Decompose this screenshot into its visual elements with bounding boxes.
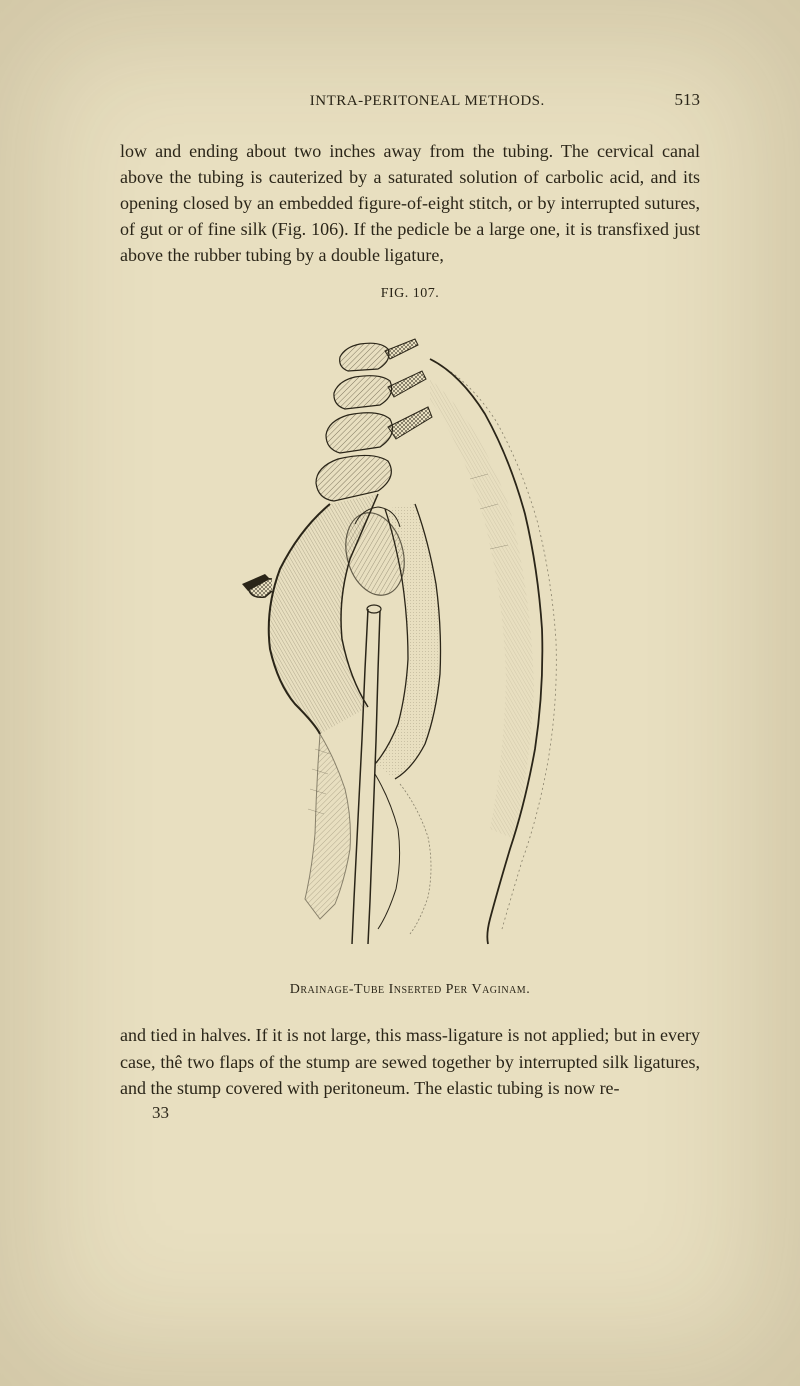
- page-signature: 33: [120, 1103, 700, 1123]
- page-header: INTRA-PERITONEAL METHODS. 513: [120, 90, 700, 110]
- paragraph-2: and tied in halves. If it is not large, …: [120, 1022, 700, 1100]
- anatomical-illustration: [220, 329, 600, 949]
- running-title: INTRA-PERITONEAL METHODS.: [120, 93, 675, 110]
- page-number: 513: [675, 90, 701, 110]
- drainage-tube: [352, 605, 381, 944]
- vertebrae-group: [316, 339, 432, 501]
- figure-label: FIG. 107.: [120, 286, 700, 302]
- uterus-body: [430, 359, 556, 944]
- figure-caption: Drainage-Tube Inserted Per Vaginam.: [120, 982, 700, 998]
- figure-container: [120, 314, 700, 964]
- paragraph-1: low and ending about two inches away fro…: [120, 138, 700, 268]
- page-content: INTRA-PERITONEAL METHODS. 513 low and en…: [0, 0, 800, 1386]
